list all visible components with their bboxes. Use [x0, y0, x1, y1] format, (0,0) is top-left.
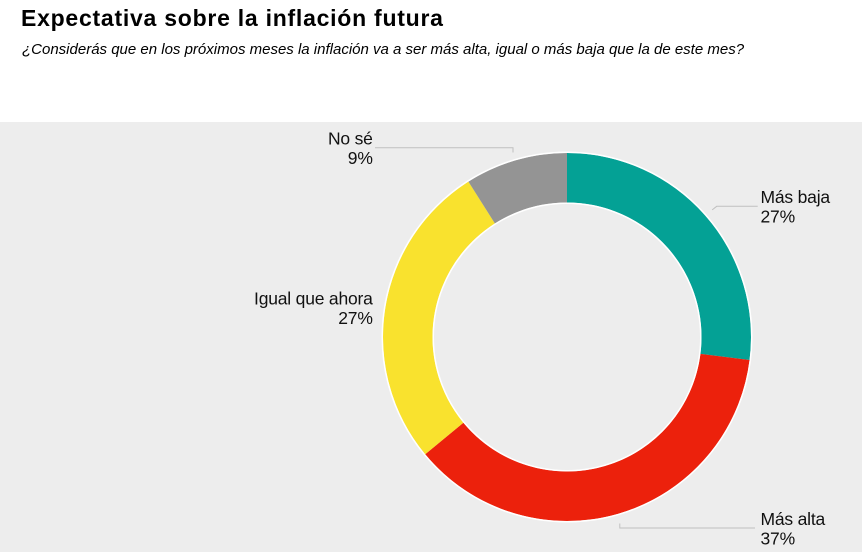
svg-text:¿Considerás que en los próximo: ¿Considerás que en los próximos meses la…	[22, 41, 745, 58]
svg-text:37%: 37%	[761, 529, 795, 549]
svg-text:Igual que ahora: Igual que ahora	[254, 289, 373, 309]
svg-text:Expectativa sobre la inflación: Expectativa sobre la inflación futura	[21, 5, 444, 31]
svg-text:27%: 27%	[761, 206, 795, 226]
svg-text:No sé: No sé	[328, 128, 373, 148]
svg-text:Más alta: Más alta	[761, 509, 826, 529]
svg-text:9%: 9%	[348, 148, 373, 168]
svg-text:Más baja: Más baja	[761, 187, 831, 207]
svg-text:27%: 27%	[338, 308, 372, 328]
